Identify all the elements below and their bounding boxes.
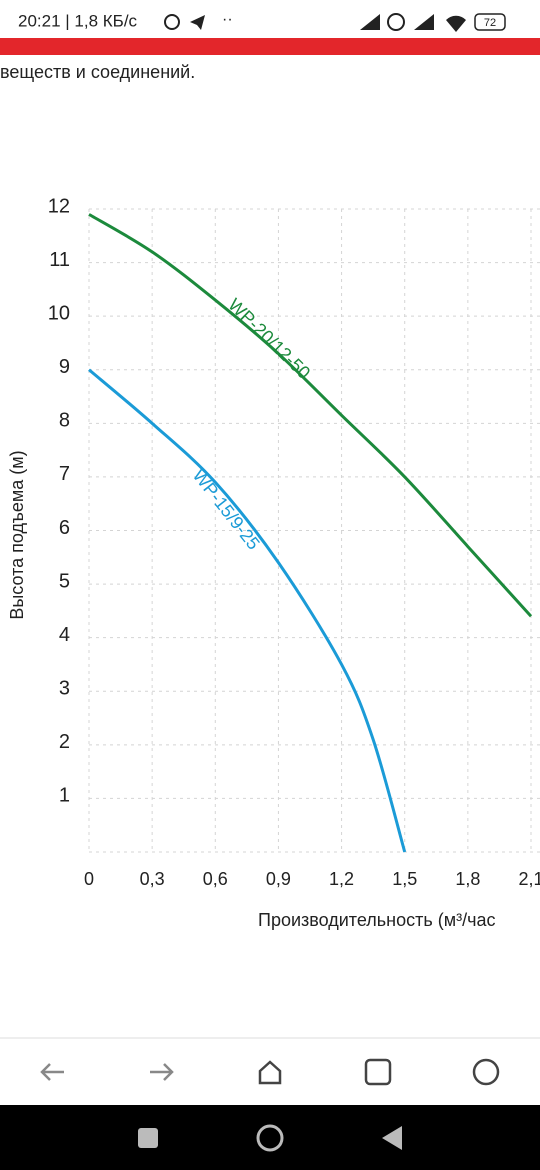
x-tick-label: 1,8 [455, 869, 480, 889]
x-tick-label: 1,5 [392, 869, 417, 889]
y-tick-label: 10 [48, 302, 70, 324]
browser-nav [0, 1038, 540, 1105]
status-time: 20:21 | 1,8 КБ/с [18, 11, 138, 30]
x-axis-label: Производительность (м³/час [258, 910, 495, 930]
system-nav [0, 1105, 540, 1170]
recent-apps[interactable] [138, 1128, 158, 1148]
back-system[interactable] [382, 1126, 402, 1150]
battery-level: 72 [484, 17, 496, 29]
x-tick-label: 1,2 [329, 869, 354, 889]
y-tick-label: 6 [59, 517, 70, 539]
x-tick-label: 0,6 [203, 869, 228, 889]
battery-icon [474, 13, 506, 31]
y-tick-label: 4 [59, 624, 70, 646]
series-line [88, 213, 533, 618]
y-tick-label: 12 [48, 195, 70, 217]
tabs-button[interactable] [364, 1058, 392, 1086]
y-tick-label: 3 [59, 678, 70, 700]
y-tick-label: 5 [59, 570, 70, 592]
telegram-icon [190, 15, 205, 30]
series-line [88, 368, 407, 853]
x-tick-label: 0 [84, 869, 94, 889]
y-tick-label: 2 [59, 731, 70, 753]
page-text: веществ и соединений. [0, 62, 195, 82]
profile-button[interactable] [472, 1058, 500, 1086]
y-tick-label: 8 [59, 410, 70, 432]
wifi-icon [446, 15, 466, 33]
x-tick-label: 0,3 [140, 869, 165, 889]
site-header-bar [0, 38, 540, 55]
r-icon [387, 13, 405, 31]
signal-bars [360, 14, 434, 30]
y-tick-label: 1 [59, 785, 70, 807]
x-tick-label: 2,1 [518, 869, 540, 889]
series-label: WP-15/9-25 [189, 466, 264, 554]
more-icon: ·· [222, 11, 233, 28]
y-axis-label: Высота подъема (м) [7, 450, 27, 619]
back-button[interactable] [40, 1063, 64, 1081]
x-tick-label: 0,9 [266, 869, 291, 889]
home-system[interactable] [256, 1124, 284, 1152]
alarm-icon [164, 14, 180, 30]
y-tick-label: 11 [49, 249, 70, 271]
y-tick-label: 9 [59, 356, 70, 378]
y-tick-label: 7 [59, 463, 70, 485]
forward-button[interactable] [150, 1063, 174, 1081]
home-button[interactable] [258, 1060, 282, 1085]
